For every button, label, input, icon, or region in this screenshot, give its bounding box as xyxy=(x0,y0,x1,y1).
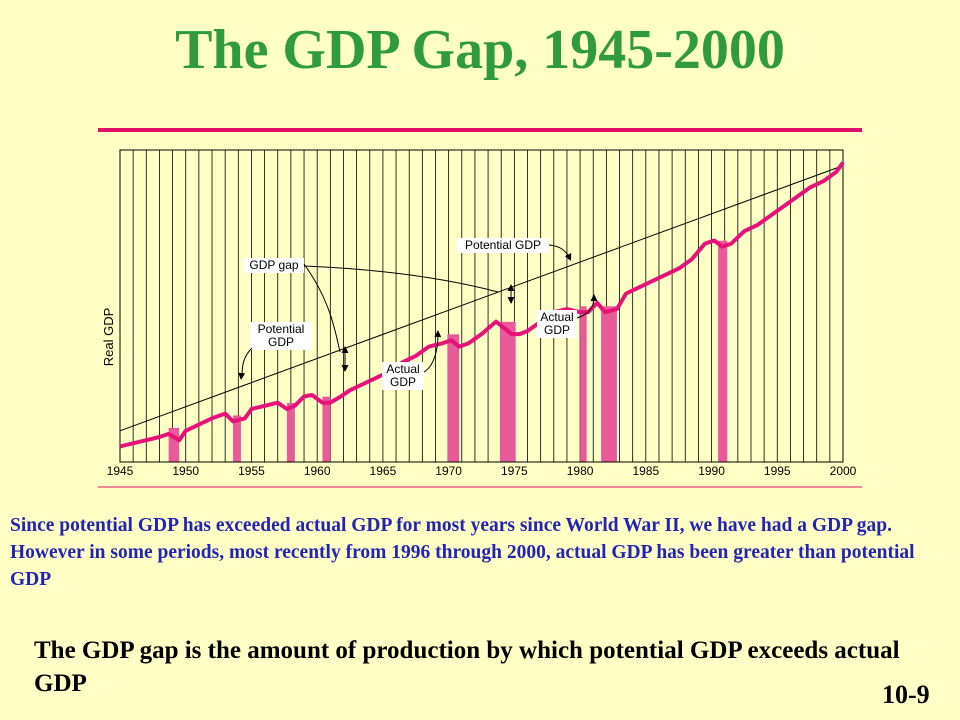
actual-gdp-mid-leader xyxy=(423,333,439,373)
gdp-gap-definition: The GDP gap is the amount of production … xyxy=(34,637,900,697)
actual-gdp-mid-callout-box xyxy=(382,362,424,390)
potential-gdp-line xyxy=(119,165,844,432)
gap-arrow-2-head-down xyxy=(507,297,515,304)
gdp-gap-callout-box xyxy=(244,258,304,273)
x-tick-label: 1980 xyxy=(567,464,594,478)
gap-arrow-1-head-down xyxy=(341,365,349,372)
actual-gdp-right-arrow xyxy=(590,294,598,301)
actual-gdp-right-callout-box xyxy=(537,310,577,338)
potential-gdp-left-callout-text: GDP xyxy=(268,335,294,349)
potential-gdp-top-arrow xyxy=(564,253,572,261)
series-lines xyxy=(119,161,845,449)
x-tick-label: 2000 xyxy=(830,464,857,478)
x-tick-label: 1945 xyxy=(107,464,134,478)
recession-bar xyxy=(322,396,331,462)
actual-gdp-mid-callout-text: GDP xyxy=(390,375,416,389)
gap-arrow-2-head-up xyxy=(507,284,515,291)
gdp-gap-callout-text: GDP gap xyxy=(249,258,298,272)
potential-gdp-left-arrow xyxy=(238,372,246,380)
recession-bar xyxy=(580,306,587,462)
recession-bar xyxy=(601,306,617,462)
gdp-gap-leader-2 xyxy=(303,265,499,293)
potential-gdp-left-callout-box xyxy=(250,322,312,350)
recession-bar xyxy=(718,240,728,462)
slide-number: 10-9 xyxy=(882,680,930,709)
recession-bars xyxy=(168,240,728,462)
x-tick-label: 1955 xyxy=(238,464,265,478)
explanatory-caption: Since potential GDP has exceeded actual … xyxy=(10,515,915,590)
gdp-gap-leader-1 xyxy=(303,263,341,353)
x-tick-labels: 1945 1950 1955 1960 1965 1970 1975 1980 1985 1990… xyxy=(107,464,857,478)
recession-bar xyxy=(499,321,516,462)
recession-bar xyxy=(286,402,295,462)
x-tick-label: 1990 xyxy=(698,464,725,478)
x-tick-label: 1960 xyxy=(304,464,331,478)
x-tick-label: 1950 xyxy=(172,464,199,478)
potential-gdp-left-leader xyxy=(241,347,253,377)
year-grid xyxy=(132,150,831,462)
title-divider xyxy=(98,128,862,132)
actual-gdp-right-callout-text: GDP xyxy=(544,323,570,337)
x-tick-label: 1965 xyxy=(370,464,397,478)
recession-bar xyxy=(233,415,241,462)
x-tick-label: 1970 xyxy=(435,464,462,478)
slide-title: The GDP Gap, 1945-2000 xyxy=(175,19,785,81)
potential-gdp-left-callout-text: Potential xyxy=(258,322,305,336)
actual-gdp-mid-arrow xyxy=(434,330,442,338)
actual-gdp-right-callout-text: Actual xyxy=(540,310,573,324)
gap-arrow-1-head-up xyxy=(341,346,349,353)
actual-gdp-line xyxy=(119,161,845,449)
recession-bar xyxy=(447,334,460,462)
x-tick-label: 1995 xyxy=(764,464,791,478)
recession-bar xyxy=(168,427,180,462)
y-axis-label: Real GDP xyxy=(101,308,116,367)
actual-gdp-mid-callout-text: Actual xyxy=(386,362,419,376)
potential-gdp-top-callout-text: Potential GDP xyxy=(465,238,541,252)
potential-gdp-top-callout-box xyxy=(457,238,549,253)
x-tick-label: 1975 xyxy=(501,464,528,478)
x-tick-label: 1985 xyxy=(632,464,659,478)
